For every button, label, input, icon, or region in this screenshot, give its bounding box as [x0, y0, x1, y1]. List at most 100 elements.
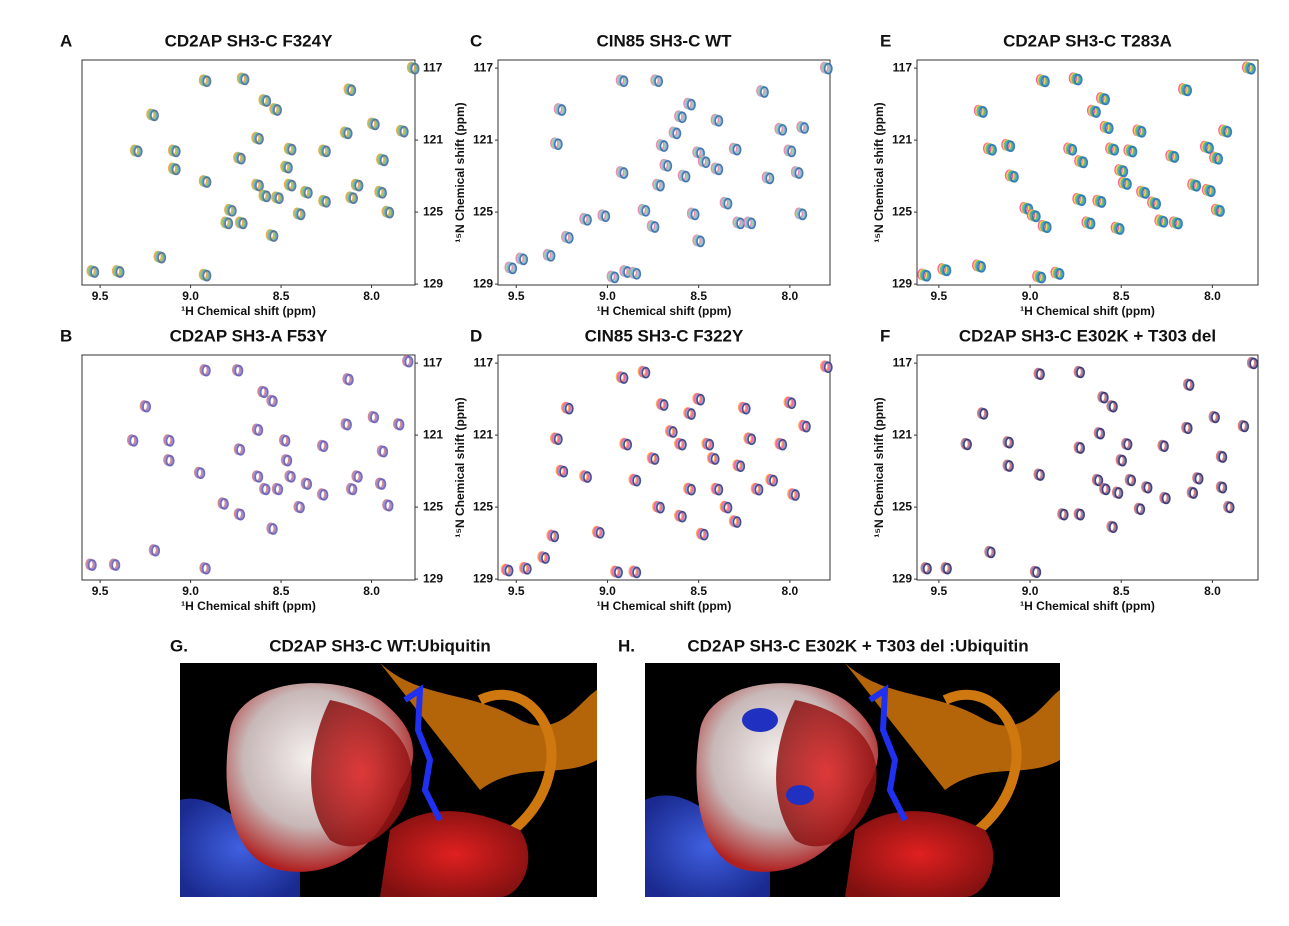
peak	[293, 500, 305, 514]
peak	[1111, 486, 1124, 499]
peak	[350, 178, 364, 192]
peak	[1073, 441, 1085, 454]
peak-contour	[354, 179, 364, 192]
peak-contour	[747, 217, 757, 230]
peak	[374, 185, 387, 199]
peak	[351, 470, 363, 483]
peak-contour	[723, 197, 733, 210]
peak	[820, 360, 833, 374]
panel-title: CIN85 SH3-C F322Y	[585, 326, 744, 345]
peak	[376, 445, 389, 458]
peak	[236, 72, 250, 86]
peak-contour	[287, 179, 297, 192]
peak	[756, 85, 769, 98]
peak-contour	[732, 143, 742, 156]
peak-contour	[1160, 440, 1169, 453]
peak-contour	[519, 253, 529, 266]
panel-letter: F	[880, 326, 890, 345]
peak	[1209, 151, 1224, 165]
peak	[710, 162, 724, 176]
peak	[1093, 427, 1106, 440]
y-tick-label: 121	[892, 427, 912, 441]
structure-image	[180, 663, 597, 897]
peak	[1091, 473, 1104, 487]
peak	[340, 418, 352, 431]
peak	[765, 473, 778, 487]
peak	[1117, 176, 1132, 190]
peak	[224, 203, 237, 217]
peak-contour	[273, 104, 282, 116]
peak	[982, 142, 997, 156]
peak-contour	[641, 205, 651, 217]
peak-contour	[747, 433, 757, 446]
peak-contour	[1079, 156, 1089, 169]
peak	[701, 437, 715, 451]
peak-contour	[287, 143, 297, 156]
peak	[1002, 459, 1014, 472]
peak	[686, 207, 700, 221]
peak	[628, 473, 642, 487]
peak-contour	[677, 438, 687, 451]
x-tick-label: 9.5	[508, 584, 525, 598]
peak-contour	[1137, 126, 1147, 138]
peak	[269, 103, 282, 116]
peak-contour	[681, 170, 691, 183]
peak	[1002, 436, 1014, 449]
peak	[258, 94, 272, 107]
peak-contour	[1183, 422, 1193, 435]
x-axis-label: ¹H Chemical shift (ppm)	[181, 304, 316, 318]
peak-contour	[1076, 366, 1085, 379]
peak	[774, 437, 788, 451]
panel-title: CD2AP SH3-C E302K + T303 del :Ubiquitin	[687, 636, 1028, 655]
peak	[650, 74, 664, 88]
peak	[1068, 72, 1083, 86]
peak-contour	[656, 501, 665, 514]
peak-contour	[701, 156, 711, 169]
y-tick-label: 129	[473, 276, 493, 290]
x-tick-label: 8.5	[1113, 289, 1130, 303]
peak	[500, 563, 514, 577]
peak-contour	[111, 559, 121, 571]
peak-contour	[508, 262, 518, 275]
peak-contour	[754, 483, 764, 496]
peak	[251, 131, 264, 145]
peak-contour	[1101, 483, 1111, 496]
peak	[381, 205, 395, 219]
peak-contour	[705, 438, 715, 451]
peak	[234, 216, 248, 230]
peak	[1037, 219, 1052, 234]
y-tick-label: 129	[423, 276, 443, 290]
peak	[1073, 365, 1085, 379]
peak-contour	[1211, 411, 1220, 424]
peak	[300, 477, 313, 490]
peak	[1124, 473, 1137, 487]
y-tick-label: 125	[423, 204, 443, 218]
peak	[167, 144, 181, 158]
x-tick-label: 9.5	[508, 289, 525, 303]
y-tick-label: 125	[473, 499, 493, 513]
peak	[615, 166, 629, 179]
peak-contour	[303, 187, 313, 199]
peak-contour	[1194, 472, 1204, 485]
peak	[973, 104, 988, 118]
peak-contour	[610, 271, 620, 284]
peak-contour	[379, 154, 389, 167]
peak-contour	[1159, 216, 1169, 228]
x-axis-label: ¹H Chemical shift (ppm)	[1020, 599, 1155, 613]
x-tick-label: 8.0	[1204, 584, 1221, 598]
peak	[519, 561, 532, 575]
peak	[1029, 565, 1042, 579]
peak-contour	[656, 179, 665, 192]
peak	[1147, 196, 1162, 210]
x-tick-label: 9.0	[1022, 584, 1039, 598]
y-tick-label: 121	[423, 132, 443, 146]
x-axis-label: ¹H Chemical shift (ppm)	[1020, 304, 1155, 318]
peak-contour	[800, 122, 809, 134]
y-tick-label: 125	[892, 499, 912, 513]
peak-contour	[129, 435, 139, 447]
peak-contour	[986, 546, 996, 559]
peak	[339, 126, 353, 140]
peak	[1201, 183, 1216, 198]
peak	[283, 178, 297, 192]
peak	[1096, 92, 1110, 106]
